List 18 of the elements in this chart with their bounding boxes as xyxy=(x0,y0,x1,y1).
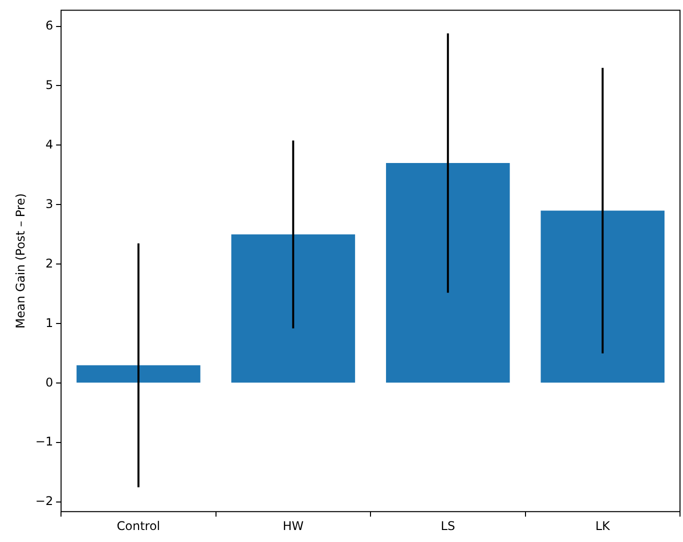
x-tick-label: HW xyxy=(282,518,304,533)
y-tick-label: 6 xyxy=(45,18,54,32)
y-tick-label: 5 xyxy=(45,78,54,92)
y-tick-label: 4 xyxy=(45,137,54,152)
y-tick-label: 1 xyxy=(45,316,54,330)
y-axis-title: Mean Gain (Post – Pre) xyxy=(13,193,28,328)
bar xyxy=(76,365,200,383)
y-tick-label: 3 xyxy=(45,196,54,211)
bar xyxy=(231,234,356,383)
x-tick-label: Control xyxy=(116,518,160,533)
bar xyxy=(540,210,665,383)
x-tick-label: LS xyxy=(440,518,456,533)
y-tick-label: 0 xyxy=(45,375,54,390)
bar xyxy=(386,163,510,383)
x-tick-label: LK xyxy=(595,518,612,533)
y-tick-label: −2 xyxy=(35,494,54,508)
y-tick-label: −1 xyxy=(35,434,54,449)
y-tick-label: 2 xyxy=(45,256,54,270)
